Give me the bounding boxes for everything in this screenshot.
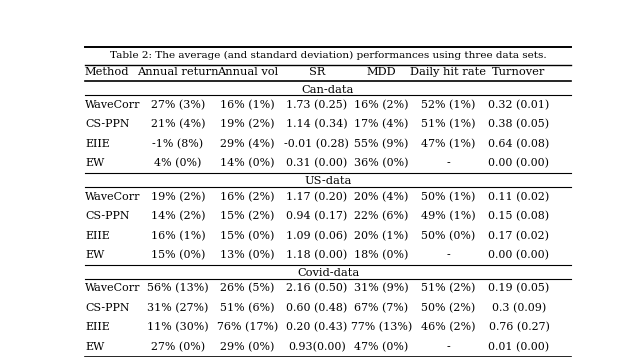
Text: 20% (1%): 20% (1%) — [354, 231, 408, 241]
Text: Turnover: Turnover — [492, 67, 546, 77]
Text: 26% (5%): 26% (5%) — [220, 283, 275, 293]
Text: 22% (6%): 22% (6%) — [354, 211, 408, 221]
Text: 14% (2%): 14% (2%) — [150, 211, 205, 221]
Text: 67% (7%): 67% (7%) — [355, 303, 408, 313]
Text: Table 2: The average (and standard deviation) performances using three data sets: Table 2: The average (and standard devia… — [109, 51, 547, 60]
Text: WaveCorr: WaveCorr — [85, 100, 140, 110]
Text: 50% (2%): 50% (2%) — [421, 303, 476, 313]
Text: 31% (27%): 31% (27%) — [147, 303, 209, 313]
Text: 51% (6%): 51% (6%) — [220, 303, 275, 313]
Text: 0.32 (0.01): 0.32 (0.01) — [488, 100, 550, 110]
Text: Covid-data: Covid-data — [297, 268, 359, 278]
Text: 1.18 (0.00): 1.18 (0.00) — [286, 250, 348, 260]
Text: 29% (4%): 29% (4%) — [220, 139, 275, 149]
Text: 55% (9%): 55% (9%) — [354, 139, 408, 149]
Text: 13% (0%): 13% (0%) — [220, 250, 275, 260]
Text: 1.73 (0.25): 1.73 (0.25) — [286, 100, 348, 110]
Text: -0.01 (0.28): -0.01 (0.28) — [284, 139, 349, 149]
Text: 51% (2%): 51% (2%) — [421, 283, 476, 293]
Text: 47% (0%): 47% (0%) — [354, 342, 408, 352]
Text: 15% (0%): 15% (0%) — [220, 231, 275, 241]
Text: EW: EW — [85, 159, 104, 169]
Text: 15% (2%): 15% (2%) — [220, 211, 275, 221]
Text: 46% (2%): 46% (2%) — [421, 322, 476, 333]
Text: EIIE: EIIE — [85, 139, 109, 149]
Text: CS-PPN: CS-PPN — [85, 303, 129, 313]
Text: Can-data: Can-data — [302, 85, 354, 95]
Text: 16% (1%): 16% (1%) — [220, 100, 275, 110]
Text: 0.38 (0.05): 0.38 (0.05) — [488, 119, 550, 130]
Text: 0.11 (0.02): 0.11 (0.02) — [488, 191, 550, 202]
Text: 0.64 (0.08): 0.64 (0.08) — [488, 139, 550, 149]
Text: 51% (1%): 51% (1%) — [421, 119, 476, 130]
Text: 0.19 (0.05): 0.19 (0.05) — [488, 283, 550, 293]
Text: MDD: MDD — [367, 67, 396, 77]
Text: 1.17 (0.20): 1.17 (0.20) — [286, 191, 348, 202]
Text: 29% (0%): 29% (0%) — [220, 342, 275, 352]
Text: Daily hit rate: Daily hit rate — [410, 67, 486, 77]
Text: EW: EW — [85, 250, 104, 260]
Text: 0.60 (0.48): 0.60 (0.48) — [286, 303, 348, 313]
Text: 4% (0%): 4% (0%) — [154, 158, 202, 169]
Text: 16% (2%): 16% (2%) — [220, 191, 275, 202]
Text: 77% (13%): 77% (13%) — [351, 322, 412, 333]
Text: -1% (8%): -1% (8%) — [152, 139, 204, 149]
Text: 21% (4%): 21% (4%) — [150, 119, 205, 130]
Text: -: - — [447, 159, 450, 169]
Text: 19% (2%): 19% (2%) — [220, 119, 275, 130]
Text: 47% (1%): 47% (1%) — [421, 139, 476, 149]
Text: 0.15 (0.08): 0.15 (0.08) — [488, 211, 550, 221]
Text: 1.14 (0.34): 1.14 (0.34) — [286, 119, 348, 130]
Text: EW: EW — [85, 342, 104, 352]
Text: 0.17 (0.02): 0.17 (0.02) — [488, 231, 550, 241]
Text: 0.00 (0.00): 0.00 (0.00) — [488, 250, 550, 260]
Text: 36% (0%): 36% (0%) — [354, 158, 408, 169]
Text: 31% (9%): 31% (9%) — [354, 283, 408, 293]
Text: US-data: US-data — [304, 176, 352, 186]
Text: 0.3 (0.09): 0.3 (0.09) — [492, 303, 546, 313]
Text: CS-PPN: CS-PPN — [85, 211, 129, 221]
Text: 0.20 (0.43): 0.20 (0.43) — [286, 322, 348, 333]
Text: 27% (0%): 27% (0%) — [151, 342, 205, 352]
Text: 0.94 (0.17): 0.94 (0.17) — [286, 211, 348, 221]
Text: 0.93(0.00): 0.93(0.00) — [288, 342, 346, 352]
Text: 0.76 (0.27): 0.76 (0.27) — [488, 322, 549, 333]
Text: 56% (13%): 56% (13%) — [147, 283, 209, 293]
Text: Method: Method — [85, 67, 129, 77]
Text: 14% (0%): 14% (0%) — [220, 158, 275, 169]
Text: 0.31 (0.00): 0.31 (0.00) — [286, 158, 348, 169]
Text: 20% (4%): 20% (4%) — [354, 191, 408, 202]
Text: EIIE: EIIE — [85, 231, 109, 241]
Text: Annual return: Annual return — [137, 67, 219, 77]
Text: SR: SR — [308, 67, 325, 77]
Text: 49% (1%): 49% (1%) — [421, 211, 476, 221]
Text: -: - — [447, 250, 450, 260]
Text: 18% (0%): 18% (0%) — [354, 250, 408, 260]
Text: Annual vol: Annual vol — [217, 67, 278, 77]
Text: -: - — [447, 342, 450, 352]
Text: EIIE: EIIE — [85, 322, 109, 332]
Text: 15% (0%): 15% (0%) — [151, 250, 205, 260]
Text: 17% (4%): 17% (4%) — [354, 119, 408, 130]
Text: 52% (1%): 52% (1%) — [421, 100, 476, 110]
Text: 0.00 (0.00): 0.00 (0.00) — [488, 158, 550, 169]
Text: 11% (30%): 11% (30%) — [147, 322, 209, 333]
Text: 19% (2%): 19% (2%) — [150, 191, 205, 202]
Text: 27% (3%): 27% (3%) — [151, 100, 205, 110]
Text: 0.01 (0.00): 0.01 (0.00) — [488, 342, 550, 352]
Text: 50% (0%): 50% (0%) — [421, 231, 476, 241]
Text: 2.16 (0.50): 2.16 (0.50) — [286, 283, 348, 293]
Text: WaveCorr: WaveCorr — [85, 283, 140, 293]
Text: 16% (2%): 16% (2%) — [354, 100, 408, 110]
Text: 16% (1%): 16% (1%) — [150, 231, 205, 241]
Text: WaveCorr: WaveCorr — [85, 192, 140, 202]
Text: 1.09 (0.06): 1.09 (0.06) — [286, 231, 348, 241]
Text: CS-PPN: CS-PPN — [85, 119, 129, 129]
Text: 76% (17%): 76% (17%) — [217, 322, 278, 333]
Text: 50% (1%): 50% (1%) — [421, 191, 476, 202]
